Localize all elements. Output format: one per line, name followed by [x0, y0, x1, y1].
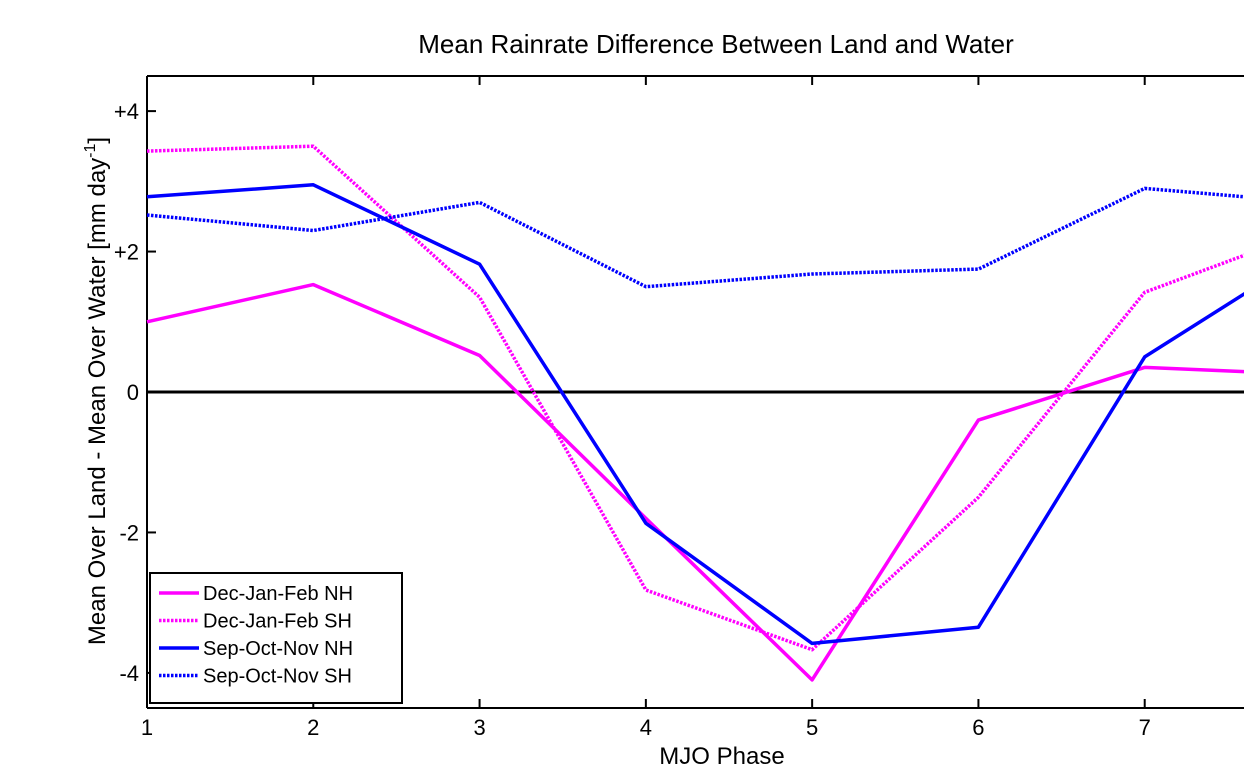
- legend-label: Dec-Jan-Feb SH: [203, 611, 352, 633]
- legend-label: Sep-Oct-Nov NH: [203, 638, 353, 660]
- y-tick-label: +4: [114, 99, 139, 124]
- legend-label: Sep-Oct-Nov SH: [203, 666, 352, 688]
- y-axis-label-suffix: ]: [84, 137, 111, 144]
- y-tick-label: +2: [114, 240, 139, 265]
- y-tick-label: -2: [119, 520, 139, 545]
- legend-label: Dec-Jan-Feb NH: [203, 583, 353, 605]
- y-axis-label-superscript: -1: [82, 143, 99, 157]
- chart-title: Mean Rainrate Difference Between Land an…: [418, 29, 1014, 59]
- x-tick-label: 4: [640, 715, 652, 740]
- x-tick-label: 6: [972, 715, 984, 740]
- x-axis-label: MJO Phase: [659, 743, 784, 768]
- series-layer: [146, 144, 1244, 682]
- x-tick-label: 5: [806, 715, 818, 740]
- series-line-dec-jan-feb-nh: [146, 282, 1244, 682]
- series-line-sep-oct-nov-nh: [146, 183, 1244, 646]
- x-tick-label: 3: [473, 715, 485, 740]
- series-line-dec-jan-feb-sh: [146, 144, 1244, 652]
- x-tick-label: 2: [307, 715, 319, 740]
- y-axis-label-main: Mean Over Land - Mean Over Water [mm day: [84, 158, 111, 645]
- x-ticks: 1 2 3 4 5 6 7: [141, 76, 1151, 740]
- x-tick-label: 1: [141, 715, 153, 740]
- legend: Dec-Jan-Feb NH Dec-Jan-Feb SH Sep-Oct-Nov …: [149, 572, 403, 704]
- y-ticks: +4 +2 0 -2 -4: [114, 99, 156, 686]
- y-tick-label: 0: [127, 380, 139, 405]
- y-axis-label: Mean Over Land - Mean Over Water [mm day…: [82, 137, 111, 645]
- x-tick-label: 7: [1139, 715, 1151, 740]
- plot-area: 1 2 3 4 5 6 7 +4 +2 0 -2 -4: [114, 75, 1244, 740]
- y-tick-label: -4: [119, 661, 139, 686]
- series-line-sep-oct-nov-sh: [146, 186, 1244, 289]
